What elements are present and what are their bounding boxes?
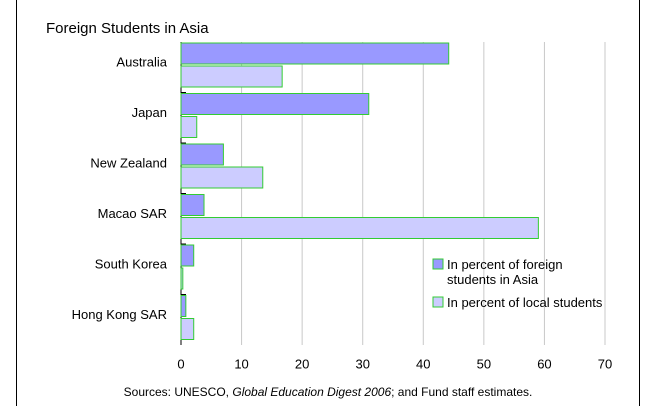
legend-swatch bbox=[432, 296, 444, 308]
y-tick-label: Japan bbox=[132, 105, 167, 120]
x-tick-label: 70 bbox=[598, 356, 612, 371]
y-tick-label: New Zealand bbox=[90, 156, 167, 171]
legend-swatch bbox=[432, 258, 444, 270]
x-tick-label: 50 bbox=[477, 356, 491, 371]
bar bbox=[180, 166, 264, 189]
y-tick-label: South Korea bbox=[95, 257, 168, 272]
legend-label: In percent of foreign students in Asia bbox=[447, 257, 563, 287]
bar bbox=[180, 42, 450, 65]
source-prefix: Sources: UNESCO, bbox=[124, 385, 233, 399]
source-italic: Global Education Digest 2006 bbox=[232, 385, 391, 399]
x-tick-label: 10 bbox=[234, 356, 248, 371]
chart-title: Foreign Students in Asia bbox=[46, 20, 209, 37]
frame bbox=[16, 0, 640, 406]
x-tick-label: 40 bbox=[416, 356, 430, 371]
bar bbox=[180, 93, 370, 115]
bar bbox=[180, 244, 195, 267]
source-suffix: ; and Fund staff estimates. bbox=[391, 385, 532, 399]
x-tick-label: 20 bbox=[295, 356, 309, 371]
legend-label: In percent of local students bbox=[447, 295, 603, 310]
x-tick-label: 30 bbox=[355, 356, 369, 371]
y-tick-label: Macao SAR bbox=[98, 206, 167, 221]
bar bbox=[180, 65, 283, 88]
y-tick-label: Hong Kong SAR bbox=[72, 307, 167, 322]
x-tick-label: 0 bbox=[177, 356, 184, 371]
x-tick-label: 60 bbox=[537, 356, 551, 371]
bar bbox=[180, 295, 187, 317]
bar bbox=[180, 194, 205, 216]
source-note: Sources: UNESCO, Global Education Digest… bbox=[124, 385, 533, 399]
bar bbox=[180, 143, 224, 166]
bar bbox=[180, 318, 195, 340]
bar bbox=[180, 116, 198, 138]
bar bbox=[180, 267, 184, 290]
y-tick-label: Australia bbox=[116, 55, 167, 70]
bar bbox=[180, 217, 539, 239]
